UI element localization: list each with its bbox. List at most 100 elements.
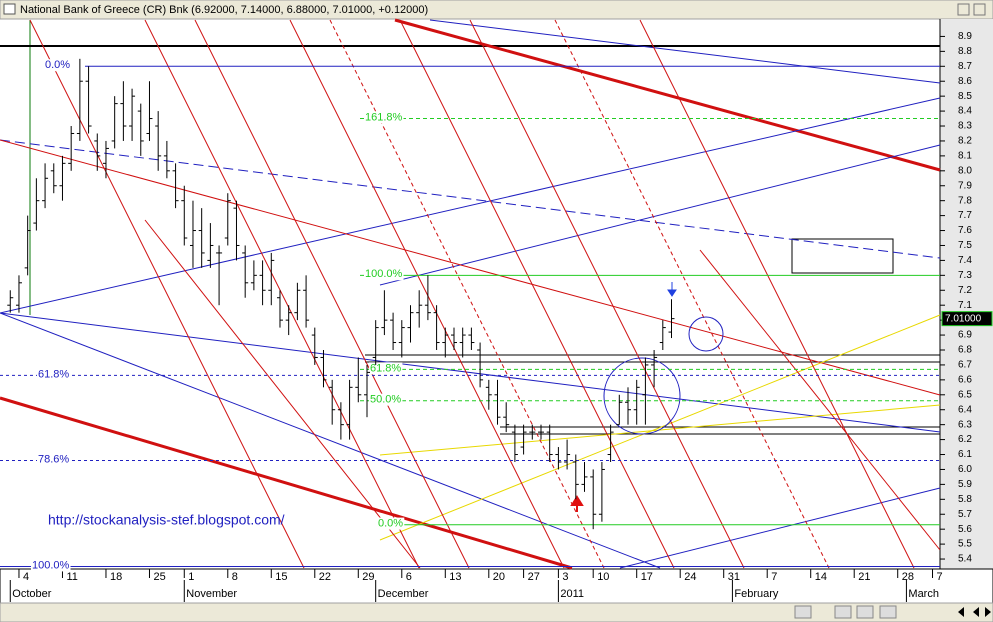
y-tick-label: 7.1 (958, 300, 972, 311)
fib-label: 0.0% (45, 59, 70, 71)
month-label: November (186, 588, 237, 600)
trend-line (379, 314, 941, 541)
x-tick-label: 17 (641, 571, 653, 583)
fib-label: 61.8% (38, 368, 69, 380)
y-tick-label: 8.8 (958, 46, 972, 57)
y-tick-label: 6.6 (958, 374, 972, 385)
channel-line (469, 19, 745, 569)
fib-label: 100.0% (32, 559, 70, 571)
fib-label-bg (377, 517, 405, 530)
channel-line (144, 219, 421, 569)
title-bar (0, 0, 993, 20)
fib-label-bg (37, 453, 71, 466)
x-tick-label: 3 (562, 571, 568, 583)
x-tick-label: 14 (815, 571, 827, 583)
x-tick-label: 13 (449, 571, 461, 583)
last-price-label: 7.01000 (945, 313, 982, 324)
y-tick-label: 8.1 (958, 151, 972, 162)
y-tick-label: 8.4 (958, 106, 972, 117)
x-tick-label: 7 (937, 571, 943, 583)
y-tick-label: 5.5 (958, 539, 972, 550)
chart-title: National Bank of Greece (CR) Bnk (6.9200… (20, 4, 428, 16)
fib-label: 161.8% (365, 111, 403, 123)
close-button[interactable] (973, 3, 986, 16)
channel-line (289, 19, 565, 569)
fib-label: 50.0% (370, 394, 401, 406)
window-icon[interactable] (3, 3, 16, 15)
fib-label: 78.6% (38, 453, 69, 465)
channel-line (699, 249, 941, 551)
y-tick-label: 8.9 (958, 31, 972, 42)
y-tick-label: 6.0 (958, 464, 972, 475)
trend-line (0, 312, 661, 569)
y-tick-label: 6.8 (958, 345, 972, 356)
y-tick-label: 5.7 (958, 509, 972, 520)
trend-line (0, 97, 941, 314)
y-tick-label: 5.9 (958, 479, 972, 490)
y-tick-label: 8.0 (958, 165, 972, 176)
fib-label-bg (44, 59, 72, 72)
y-tick-label: 7.8 (958, 195, 972, 206)
full-button[interactable] (879, 605, 897, 619)
y-tick-label: 6.3 (958, 419, 972, 430)
drawing-tools (0, 18, 941, 570)
down-arrow (667, 282, 677, 297)
x-tick-label: 8 (232, 571, 238, 583)
fib-label: 100.0% (365, 268, 403, 280)
x-tick-label: 10 (597, 571, 609, 583)
y-tick-label: 6.9 (958, 330, 972, 341)
fib-label-bg (369, 362, 403, 375)
x-tick-label: 22 (319, 571, 331, 583)
target-box (791, 238, 894, 274)
trend-line (379, 144, 941, 286)
y-tick-label: 6.7 (958, 360, 972, 371)
trend-line (0, 312, 941, 433)
trend-line (394, 18, 941, 172)
y-axis-panel (940, 19, 993, 569)
channel-line (639, 19, 915, 569)
y-tick-label: 8.6 (958, 76, 972, 87)
y-tick-label: 8.7 (958, 61, 972, 72)
month-label: 2011 (560, 588, 584, 600)
x-tick-label: 6 (406, 571, 412, 583)
month-label: February (734, 588, 779, 600)
y-tick-label: 7.3 (958, 270, 972, 281)
zoom-out-button[interactable] (834, 605, 852, 619)
y-tick-label: 7.5 (958, 240, 972, 251)
highlight-circle (688, 316, 724, 352)
x-tick-label: 20 (493, 571, 505, 583)
x-tick-label: 4 (23, 571, 29, 583)
x-tick-label: 15 (275, 571, 287, 583)
month-label: October (12, 588, 51, 600)
channel-line (29, 19, 305, 569)
fib-label-bg (37, 368, 71, 381)
y-tick-label: 6.1 (958, 449, 972, 460)
y-tick-label: 8.5 (958, 91, 972, 102)
y-tick-label: 8.2 (958, 136, 972, 147)
x-tick-label: 24 (684, 571, 696, 583)
y-tick-label: 5.4 (958, 554, 972, 565)
last-price-box (941, 311, 993, 327)
x-tick-label: 25 (153, 571, 165, 583)
up-arrow (570, 495, 584, 512)
trend-line (0, 139, 941, 259)
x-tick-label: 28 (902, 571, 914, 583)
x-axis-panel (0, 568, 993, 605)
zoom-in-button[interactable] (856, 605, 874, 619)
fib-label-bg (364, 111, 404, 124)
restore-button[interactable] (957, 3, 970, 16)
x-tick-label: 11 (66, 571, 77, 583)
y-tick-label: 6.2 (958, 434, 972, 445)
x-tick-label: 7 (771, 571, 777, 583)
trend-line (619, 487, 941, 569)
x-tick-label: 21 (858, 571, 870, 583)
trend-line (429, 19, 941, 84)
fib-label-bg (31, 559, 71, 572)
scroll-arrows[interactable] (958, 607, 991, 617)
month-label: March (908, 588, 939, 600)
y-tick-label: 5.8 (958, 494, 972, 505)
x-tick-label: 31 (728, 571, 740, 583)
scroll-button[interactable] (794, 605, 812, 619)
